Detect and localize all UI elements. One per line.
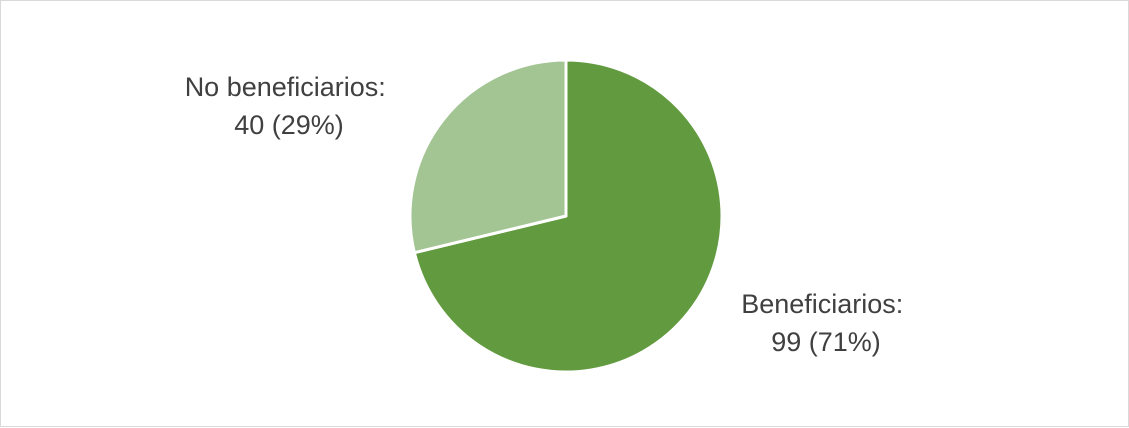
data-label-beneficiarios-value: 99 (71%) — [771, 327, 881, 357]
pie-slice-beneficiarios — [412, 58, 724, 374]
pie-slice-no-beneficiarios — [408, 58, 568, 255]
data-label-beneficiarios: Beneficiarios: 99 (71%) — [741, 289, 911, 357]
data-label-no-beneficiarios: No beneficiarios: 40 (29%) — [185, 72, 394, 140]
data-label-no-beneficiarios-value: 40 (29%) — [234, 110, 344, 140]
pie-slices — [408, 58, 724, 374]
data-label-beneficiarios-name: Beneficiarios: — [741, 289, 903, 319]
data-label-no-beneficiarios-name: No beneficiarios: — [185, 72, 386, 102]
